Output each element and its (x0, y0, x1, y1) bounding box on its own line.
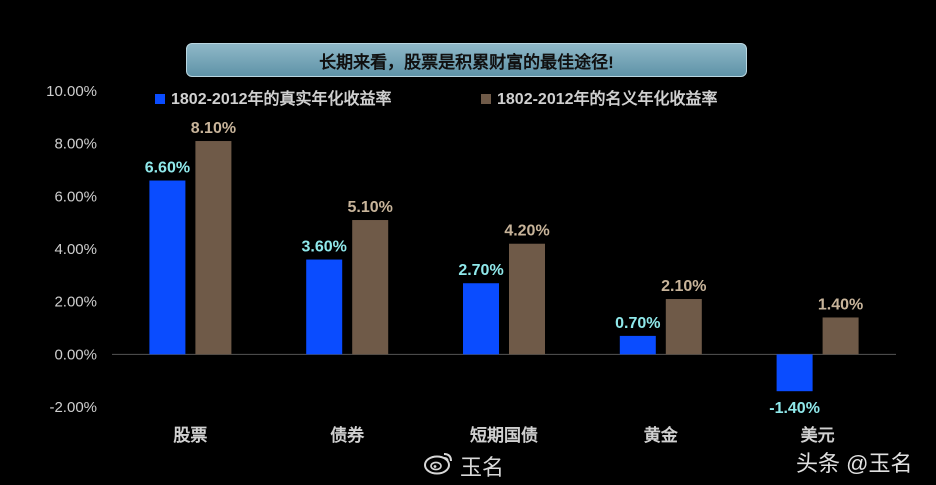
category-label: 美元 (801, 425, 835, 445)
real-return-bar (306, 259, 343, 355)
legend-swatch (481, 94, 491, 104)
real-return-bar (619, 335, 656, 355)
data-label: 2.10% (661, 278, 706, 295)
weibo-watermark: 玉名 (424, 450, 504, 482)
y-tick-label: 10.00% (46, 83, 97, 100)
weibo-icon (424, 451, 454, 481)
y-tick-label: 0.00% (54, 346, 97, 363)
data-label: 3.60% (302, 239, 347, 256)
bars: 6.60% 8.10% 3.60% 5.10% 2.70% 4.20% 0.70% 2.10%… (145, 120, 864, 417)
y-tick-label: 4.00% (54, 241, 97, 258)
data-label: 4.20% (504, 223, 549, 240)
legend-swatch (155, 94, 165, 104)
data-label: 1.40% (818, 296, 863, 313)
real-return-bar (463, 283, 499, 355)
real-return-bar (776, 354, 813, 392)
category-label: 债券 (330, 425, 365, 445)
data-label: 0.70% (615, 315, 660, 332)
nominal-return-bar (822, 317, 859, 355)
category-labels: 股票 债券 短期国债 黄金 美元 (173, 425, 834, 445)
real-return-bar (149, 180, 186, 355)
legend-label: 1802-2012年的名义年化收益率 (497, 89, 718, 108)
data-label: 2.70% (458, 262, 503, 279)
category-label: 短期国债 (470, 425, 538, 445)
nominal-return-bar (665, 299, 702, 355)
y-tick-label: 6.00% (54, 188, 97, 205)
nominal-return-bar (509, 243, 545, 355)
category-label: 黄金 (644, 425, 679, 445)
data-label: 6.60% (145, 160, 190, 177)
chart-title: 长期来看，股票是积累财富的最佳途径! (186, 43, 747, 77)
toutiao-watermark: 头条 @玉名 (796, 451, 913, 476)
data-label: 8.10% (191, 120, 236, 137)
y-tick-label: -2.00% (49, 399, 97, 416)
data-label: -1.40% (769, 400, 820, 417)
y-tick-label: 2.00% (54, 294, 97, 311)
nominal-return-bar (352, 220, 389, 355)
y-tick-label: 8.00% (54, 136, 97, 153)
data-label: 5.10% (348, 199, 393, 216)
legend-label: 1802-2012年的真实年化收益率 (171, 89, 392, 108)
y-axis-ticks: 10.00% 8.00% 6.00% 4.00% 2.00% 0.00% -2.00% (46, 83, 97, 416)
category-label: 股票 (173, 426, 207, 445)
nominal-return-bar (195, 141, 232, 355)
legend: 1802-2012年的真实年化收益率 1802-2012年的名义年化收益率 (155, 89, 718, 108)
weibo-watermark-text: 玉名 (460, 455, 505, 480)
